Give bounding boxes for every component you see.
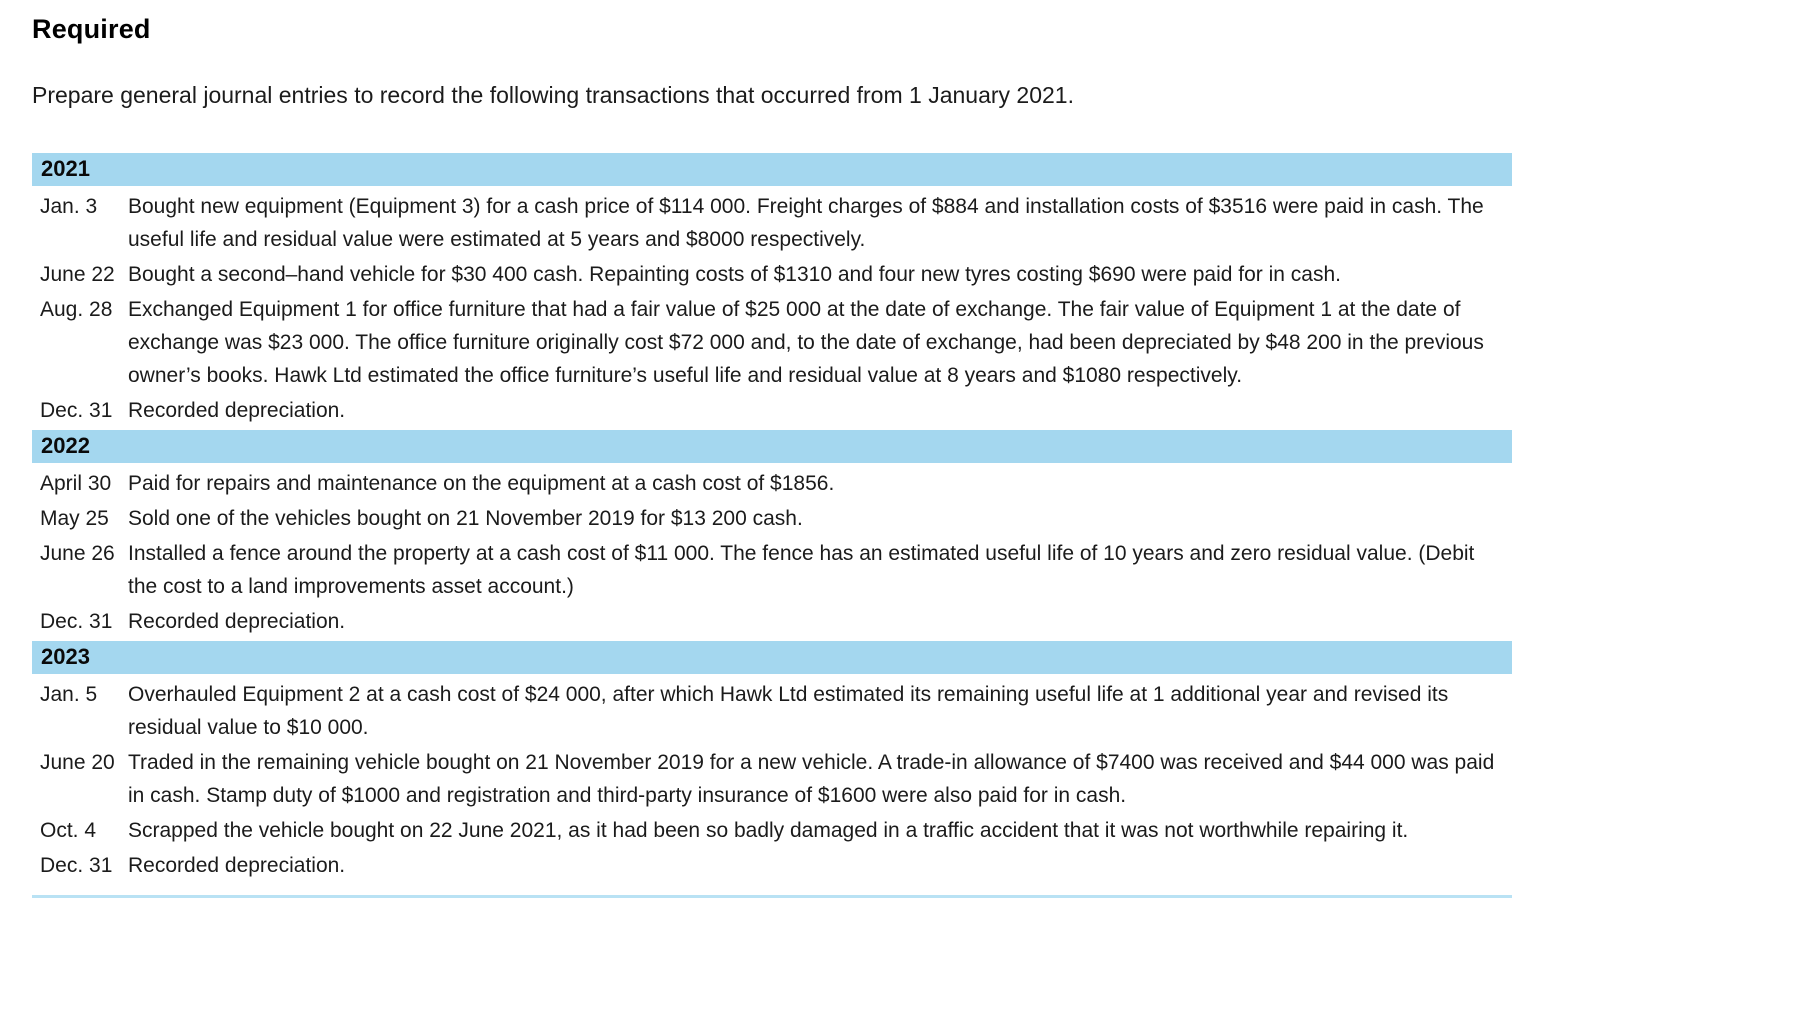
- year-label: 2021: [41, 156, 90, 182]
- page-title: Required: [32, 14, 151, 44]
- table-row: Aug. 28 Exchanged Equipment 1 for office…: [32, 292, 1512, 393]
- transaction-date: Dec. 31: [40, 398, 113, 422]
- transaction-description: Bought new equipment (Equipment 3) for a…: [128, 194, 1484, 251]
- table-row: Jan. 3 Bought new equipment (Equipment 3…: [32, 189, 1512, 257]
- instruction-text: Prepare general journal entries to recor…: [32, 82, 1074, 108]
- table-row: Dec. 31 Recorded depreciation.: [32, 393, 1512, 428]
- table-row: June 20 Traded in the remaining vehicle …: [32, 745, 1512, 813]
- document-page: Required Prepare general journal entries…: [32, 14, 1512, 898]
- transaction-description: Scrapped the vehicle bought on 22 June 2…: [128, 818, 1409, 842]
- transaction-date: June 22: [40, 262, 115, 286]
- transactions-table: 2021 Jan. 3 Bought new equipment (Equipm…: [32, 152, 1512, 898]
- table-row: May 25 Sold one of the vehicles bought o…: [32, 501, 1512, 536]
- transaction-description: Sold one of the vehicles bought on 21 No…: [128, 506, 803, 530]
- transaction-description: Recorded depreciation.: [128, 398, 346, 422]
- table-row: Jan. 5 Overhauled Equipment 2 at a cash …: [32, 677, 1512, 745]
- table-row: Oct. 4 Scrapped the vehicle bought on 22…: [32, 813, 1512, 848]
- year-header-2021: 2021: [32, 152, 1512, 186]
- bottom-divider: [32, 894, 1512, 898]
- transaction-description: Recorded depreciation.: [128, 853, 346, 877]
- transaction-date: June 26: [40, 541, 115, 565]
- transaction-date: Jan. 5: [40, 682, 98, 706]
- table-row: April 30 Paid for repairs and maintenanc…: [32, 466, 1512, 501]
- transaction-date: Jan. 3: [40, 194, 98, 218]
- table-row: June 22 Bought a second–hand vehicle for…: [32, 257, 1512, 292]
- table-row: Dec. 31 Recorded depreciation.: [32, 604, 1512, 639]
- transaction-description: Overhauled Equipment 2 at a cash cost of…: [128, 682, 1449, 739]
- year-header-2023: 2023: [32, 640, 1512, 674]
- transaction-date: Dec. 31: [40, 853, 113, 877]
- transaction-date: April 30: [40, 471, 112, 495]
- transaction-date: Aug. 28: [40, 297, 113, 321]
- transaction-description: Traded in the remaining vehicle bought o…: [128, 750, 1495, 807]
- table-row: Dec. 31 Recorded depreciation.: [32, 848, 1512, 883]
- transaction-date: Dec. 31: [40, 609, 113, 633]
- transaction-date: Oct. 4: [40, 818, 97, 842]
- transaction-description: Recorded depreciation.: [128, 609, 346, 633]
- transaction-description: Installed a fence around the property at…: [128, 541, 1475, 598]
- transaction-description: Exchanged Equipment 1 for office furnitu…: [128, 297, 1484, 387]
- table-row: June 26 Installed a fence around the pro…: [32, 536, 1512, 604]
- year-header-2022: 2022: [32, 429, 1512, 463]
- transaction-date: May 25: [40, 506, 109, 530]
- transaction-description: Paid for repairs and maintenance on the …: [128, 471, 835, 495]
- year-label: 2022: [41, 433, 90, 459]
- transaction-date: June 20: [40, 750, 115, 774]
- transaction-description: Bought a second–hand vehicle for $30 400…: [128, 262, 1341, 286]
- year-label: 2023: [41, 644, 90, 670]
